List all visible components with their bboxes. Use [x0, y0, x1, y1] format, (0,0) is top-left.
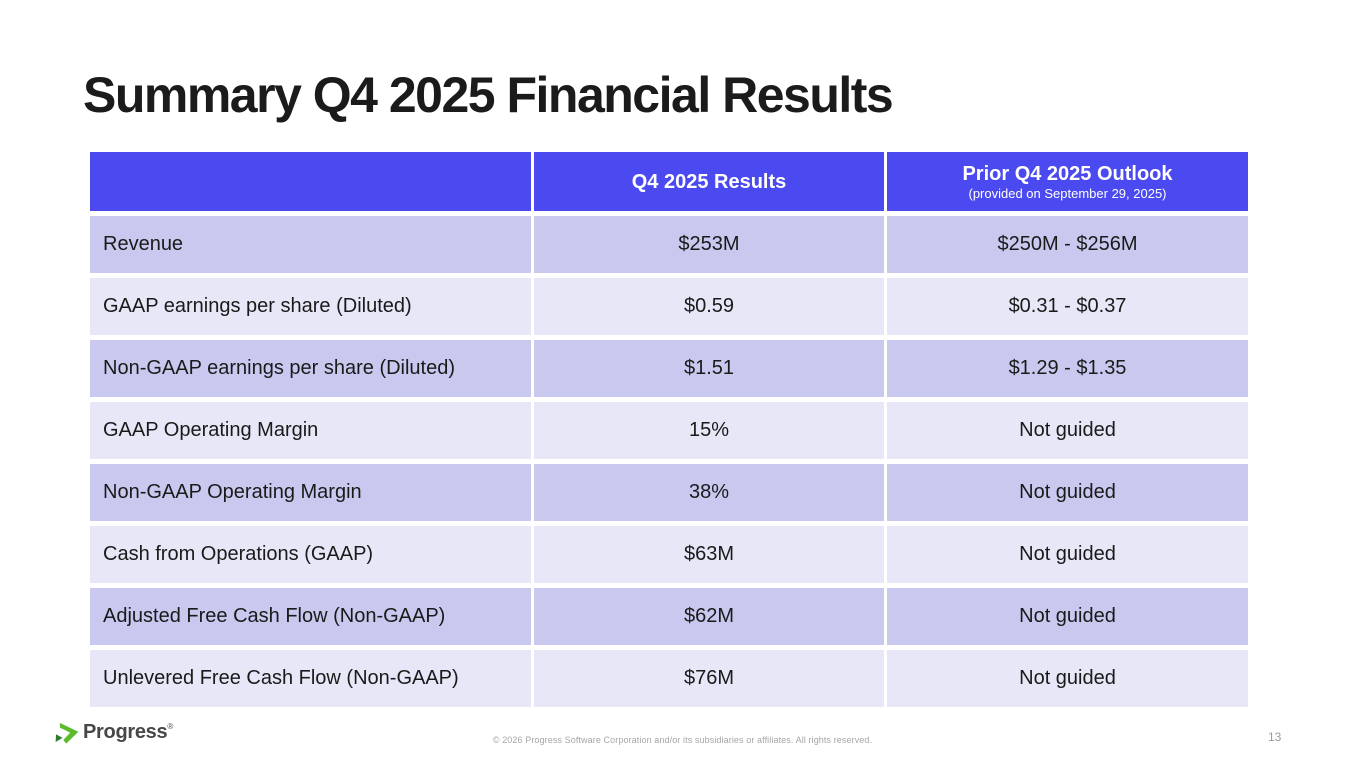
row-result-value: $76M	[534, 650, 884, 707]
table-header-results: Q4 2025 Results	[534, 152, 884, 211]
row-result-value: $63M	[534, 526, 884, 583]
table-header-outlook-label: Prior Q4 2025 Outlook	[962, 162, 1173, 185]
copyright-text: © 2026 Progress Software Corporation and…	[492, 735, 873, 745]
row-result-value: 15%	[534, 402, 884, 459]
row-label: Unlevered Free Cash Flow (Non-GAAP)	[90, 650, 531, 707]
table-header-outlook: Prior Q4 2025 Outlook (provided on Septe…	[887, 152, 1248, 211]
row-result-value: $62M	[534, 588, 884, 645]
row-outlook-value: Not guided	[887, 402, 1248, 459]
row-result-value: $1.51	[534, 340, 884, 397]
row-result-value: $0.59	[534, 278, 884, 335]
row-outlook-value: Not guided	[887, 526, 1248, 583]
row-label: Adjusted Free Cash Flow (Non-GAAP)	[90, 588, 531, 645]
row-outlook-value: Not guided	[887, 650, 1248, 707]
row-label: Non-GAAP Operating Margin	[90, 464, 531, 521]
row-outlook-value: $1.29 - $1.35	[887, 340, 1248, 397]
row-outlook-value: $0.31 - $0.37	[887, 278, 1248, 335]
financial-results-table: Q4 2025 Results Prior Q4 2025 Outlook (p…	[90, 152, 1248, 707]
row-label: Non-GAAP earnings per share (Diluted)	[90, 340, 531, 397]
progress-logo-text: Progress	[83, 721, 168, 743]
row-outlook-value: Not guided	[887, 588, 1248, 645]
slide-title: Summary Q4 2025 Financial Results	[83, 67, 894, 123]
row-label: Revenue	[90, 216, 531, 273]
row-result-value: $253M	[534, 216, 884, 273]
row-outlook-value: $250M - $256M	[887, 216, 1248, 273]
table-header-metric	[90, 152, 531, 211]
row-label: GAAP Operating Margin	[90, 402, 531, 459]
row-label: Cash from Operations (GAAP)	[90, 526, 531, 583]
row-label: GAAP earnings per share (Diluted)	[90, 278, 531, 335]
table-header-results-label: Q4 2025 Results	[631, 170, 787, 193]
table-header-outlook-sublabel: (provided on September 29, 2025)	[968, 185, 1167, 201]
row-outlook-value: Not guided	[887, 464, 1248, 521]
row-result-value: 38%	[534, 464, 884, 521]
page-number: 13	[1268, 730, 1282, 744]
progress-logo: Progress ®	[54, 718, 173, 746]
registered-trademark-icon: ®	[167, 722, 174, 731]
progress-chevron-icon	[55, 722, 79, 744]
